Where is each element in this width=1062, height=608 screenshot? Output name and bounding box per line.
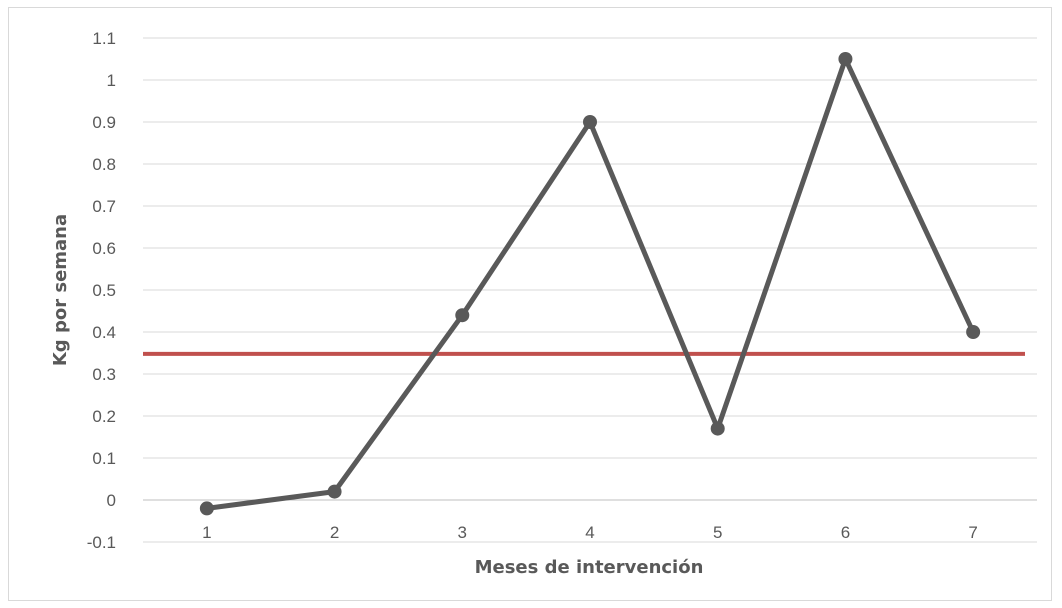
y-tick-label: -0.1	[87, 533, 116, 552]
y-tick-label: 0.7	[92, 197, 116, 216]
x-tick-label: 1	[202, 523, 211, 542]
y-tick-label: 0.8	[92, 155, 116, 174]
y-tick-label: 0	[107, 491, 116, 510]
y-tick-label: 0.4	[92, 323, 116, 342]
y-tick-label: 0.3	[92, 365, 116, 384]
x-tick-label: 4	[585, 523, 594, 542]
x-tick-label: 7	[968, 523, 977, 542]
y-tick-label: 0.1	[92, 449, 116, 468]
x-tick-label: 2	[330, 523, 339, 542]
data-point	[838, 52, 853, 66]
data-point	[583, 115, 597, 129]
y-axis-title: Kg por semana	[50, 214, 71, 366]
gridlines	[143, 37, 1037, 543]
x-axis-ticks: 1 2 3 4 5 6 7	[202, 523, 978, 542]
y-tick-label: 1	[107, 71, 116, 90]
chart-frame	[8, 7, 1052, 601]
y-tick-label: 1.1	[92, 29, 116, 48]
data-point	[455, 308, 470, 323]
data-point	[199, 501, 214, 516]
y-axis-ticks: -0.1 0 0.1 0.2 0.3 0.4 0.5 0.6 0.7 0.8 0.9 1 1.1	[87, 29, 116, 552]
x-tick-label: 3	[458, 523, 467, 542]
x-tick-label: 5	[713, 523, 722, 542]
y-tick-label: 0.6	[92, 239, 116, 258]
data-point	[327, 484, 342, 499]
y-tick-label: 0.5	[92, 281, 116, 300]
y-tick-label: 0.2	[92, 407, 116, 426]
y-tick-label: 0.9	[92, 113, 116, 132]
data-point	[966, 325, 981, 339]
x-tick-label: 6	[841, 523, 850, 542]
series-group	[199, 52, 981, 516]
data-point	[710, 421, 725, 436]
x-axis-title: Meses de intervención	[475, 557, 704, 578]
